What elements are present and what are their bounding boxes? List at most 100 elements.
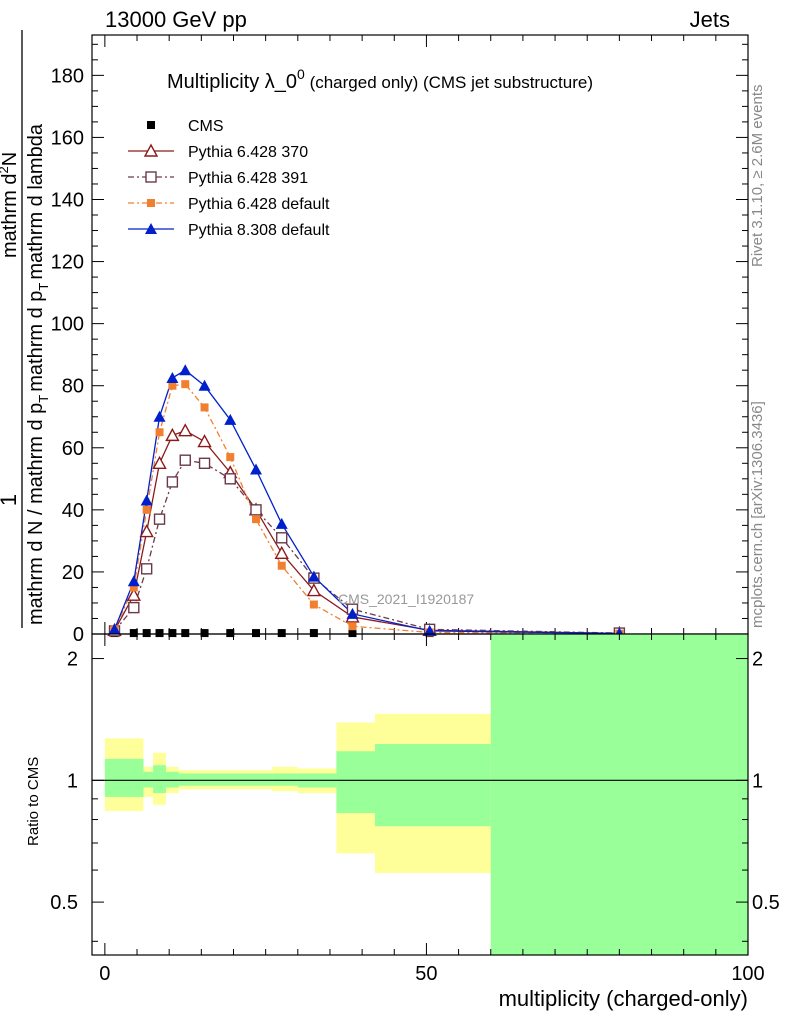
series-4-point (250, 463, 262, 475)
series-3-point (200, 403, 209, 412)
x-tick-label: 50 (415, 963, 437, 985)
series-line-1 (113, 429, 620, 635)
series-1-point (126, 587, 141, 601)
series-4-point (224, 413, 237, 425)
series-4-point (307, 570, 320, 582)
series-2-point (179, 454, 191, 466)
series-3-point (142, 505, 151, 514)
main-y-tick-label: 20 (62, 562, 84, 584)
y-label-N: N (0, 152, 21, 166)
legend-marker-0 (147, 121, 155, 129)
ratio-plot-frame (91, 633, 749, 956)
legend-label-2: Pythia 6.428 391 (188, 170, 308, 187)
series-4-point (179, 364, 192, 376)
series-0-point (348, 629, 357, 638)
main-y-tick-label: 100 (51, 314, 84, 336)
series-4-point (346, 607, 359, 619)
legend-marker-1 (143, 143, 159, 157)
series-2-point (250, 504, 262, 516)
series-3-point (155, 428, 164, 437)
series-2-point (166, 476, 179, 488)
analysis-watermark: CMS_2021_I1920187 (338, 591, 474, 607)
series-1-point (139, 524, 154, 538)
main-y-tick-label: 140 (51, 189, 84, 211)
plot-title-sup: 0 (297, 66, 305, 82)
series-line-3 (113, 383, 620, 635)
y-label-den-part1: mathrm d N / mathrm d p (25, 403, 47, 625)
x-tick-label: 100 (731, 963, 764, 985)
series-3-point (168, 381, 177, 390)
y-label-second-numerator: mathrm d2N (0, 152, 21, 258)
series-3-point (348, 622, 357, 631)
series-1-point (274, 545, 289, 560)
series-line-4 (113, 369, 620, 635)
legend-marker-2 (145, 171, 157, 183)
y-axis-label: 1 mathrm d N / mathrm d pTmathrm d pTmat… (0, 30, 51, 628)
ratio-band-green-4 (178, 773, 273, 786)
series-1-point (306, 583, 322, 597)
series-1-point (165, 427, 180, 442)
series-2-point (198, 457, 211, 470)
series-0-point (129, 629, 138, 638)
x-tick-label: 0 (99, 963, 110, 985)
x-axis-label: multiplicity (charged-only) (499, 986, 748, 1011)
series-4-point (275, 517, 288, 529)
plot-title-main: Multiplicity λ_0 (167, 71, 297, 93)
main-y-tick-label: 80 (62, 376, 84, 398)
main-y-tick-label: 120 (51, 252, 84, 274)
legend-label-4: Pythia 8.308 default (188, 222, 330, 239)
series-2-point (276, 532, 288, 544)
ratio-band-green-7 (336, 751, 375, 814)
ratio-y-tick-label-right: 2 (752, 649, 763, 671)
header-left: 13000 GeV pp (105, 7, 247, 32)
legend-marker-3 (147, 199, 155, 207)
series-2-point (140, 563, 153, 575)
main-y-tick-label: 60 (62, 438, 84, 460)
ratio-band-green-0 (104, 758, 144, 797)
header-right: Jets (690, 7, 730, 32)
series-2-point (224, 473, 236, 485)
main-y-tick-label: 0 (73, 624, 84, 646)
y-label-denominator: mathrm d N / mathrm d pTmathrm d pTmathr… (25, 123, 51, 625)
main-y-tick-label: 160 (51, 127, 84, 149)
rivet-label: Rivet 3.1.10, ≥ 2.6M events (749, 85, 766, 268)
series-line-2 (114, 459, 620, 634)
series-4-point (153, 410, 166, 422)
legend-label-3: Pythia 6.428 default (188, 196, 330, 213)
y-label-d: mathrm d (0, 174, 21, 258)
series-0-point (277, 629, 286, 638)
y-label-sup2: 2 (0, 166, 11, 173)
legend-marker-4 (145, 223, 157, 234)
series-4-point (166, 371, 179, 383)
series-0-point (252, 629, 260, 638)
series-3-point (226, 453, 235, 462)
ratio-band-green-1 (143, 771, 154, 788)
y-label-den-part2: mathrm d p (25, 291, 47, 392)
series-4-point (198, 379, 211, 391)
y-label-den-part3: mathrm d lambda (25, 123, 47, 279)
series-0-point (200, 629, 209, 638)
ratio-band-green-9 (490, 634, 748, 955)
series-3-point (252, 515, 260, 524)
ratio-y-tick-label: 0.5 (50, 892, 78, 914)
mcplots-label: mcplots.cern.ch [arXiv:1306.3436] (749, 401, 766, 628)
ratio-y-tick-label: 2 (67, 649, 78, 671)
series-0-point (142, 629, 151, 638)
series-0-point (181, 629, 190, 638)
series-4-point (140, 494, 153, 506)
ratio-band-green-2 (153, 765, 166, 794)
series-0-point (309, 629, 318, 638)
ratio-y-tick-label-right: 1 (752, 770, 763, 792)
series-0-point (155, 629, 164, 638)
plot-title-rest: (charged only) (CMS jet substructure) (305, 73, 593, 92)
ratio-band-green-3 (165, 771, 179, 788)
series-2-point (128, 601, 140, 614)
legend-label-1: Pythia 6.428 370 (188, 144, 308, 161)
y-label-den-sub1: T (36, 395, 51, 403)
plot-title: Multiplicity λ_00 (charged only) (CMS je… (167, 66, 593, 93)
series-0-point (168, 629, 177, 638)
main-y-tick-label: 40 (62, 500, 84, 522)
series-1-point (152, 455, 167, 470)
series-3-point (129, 583, 138, 592)
